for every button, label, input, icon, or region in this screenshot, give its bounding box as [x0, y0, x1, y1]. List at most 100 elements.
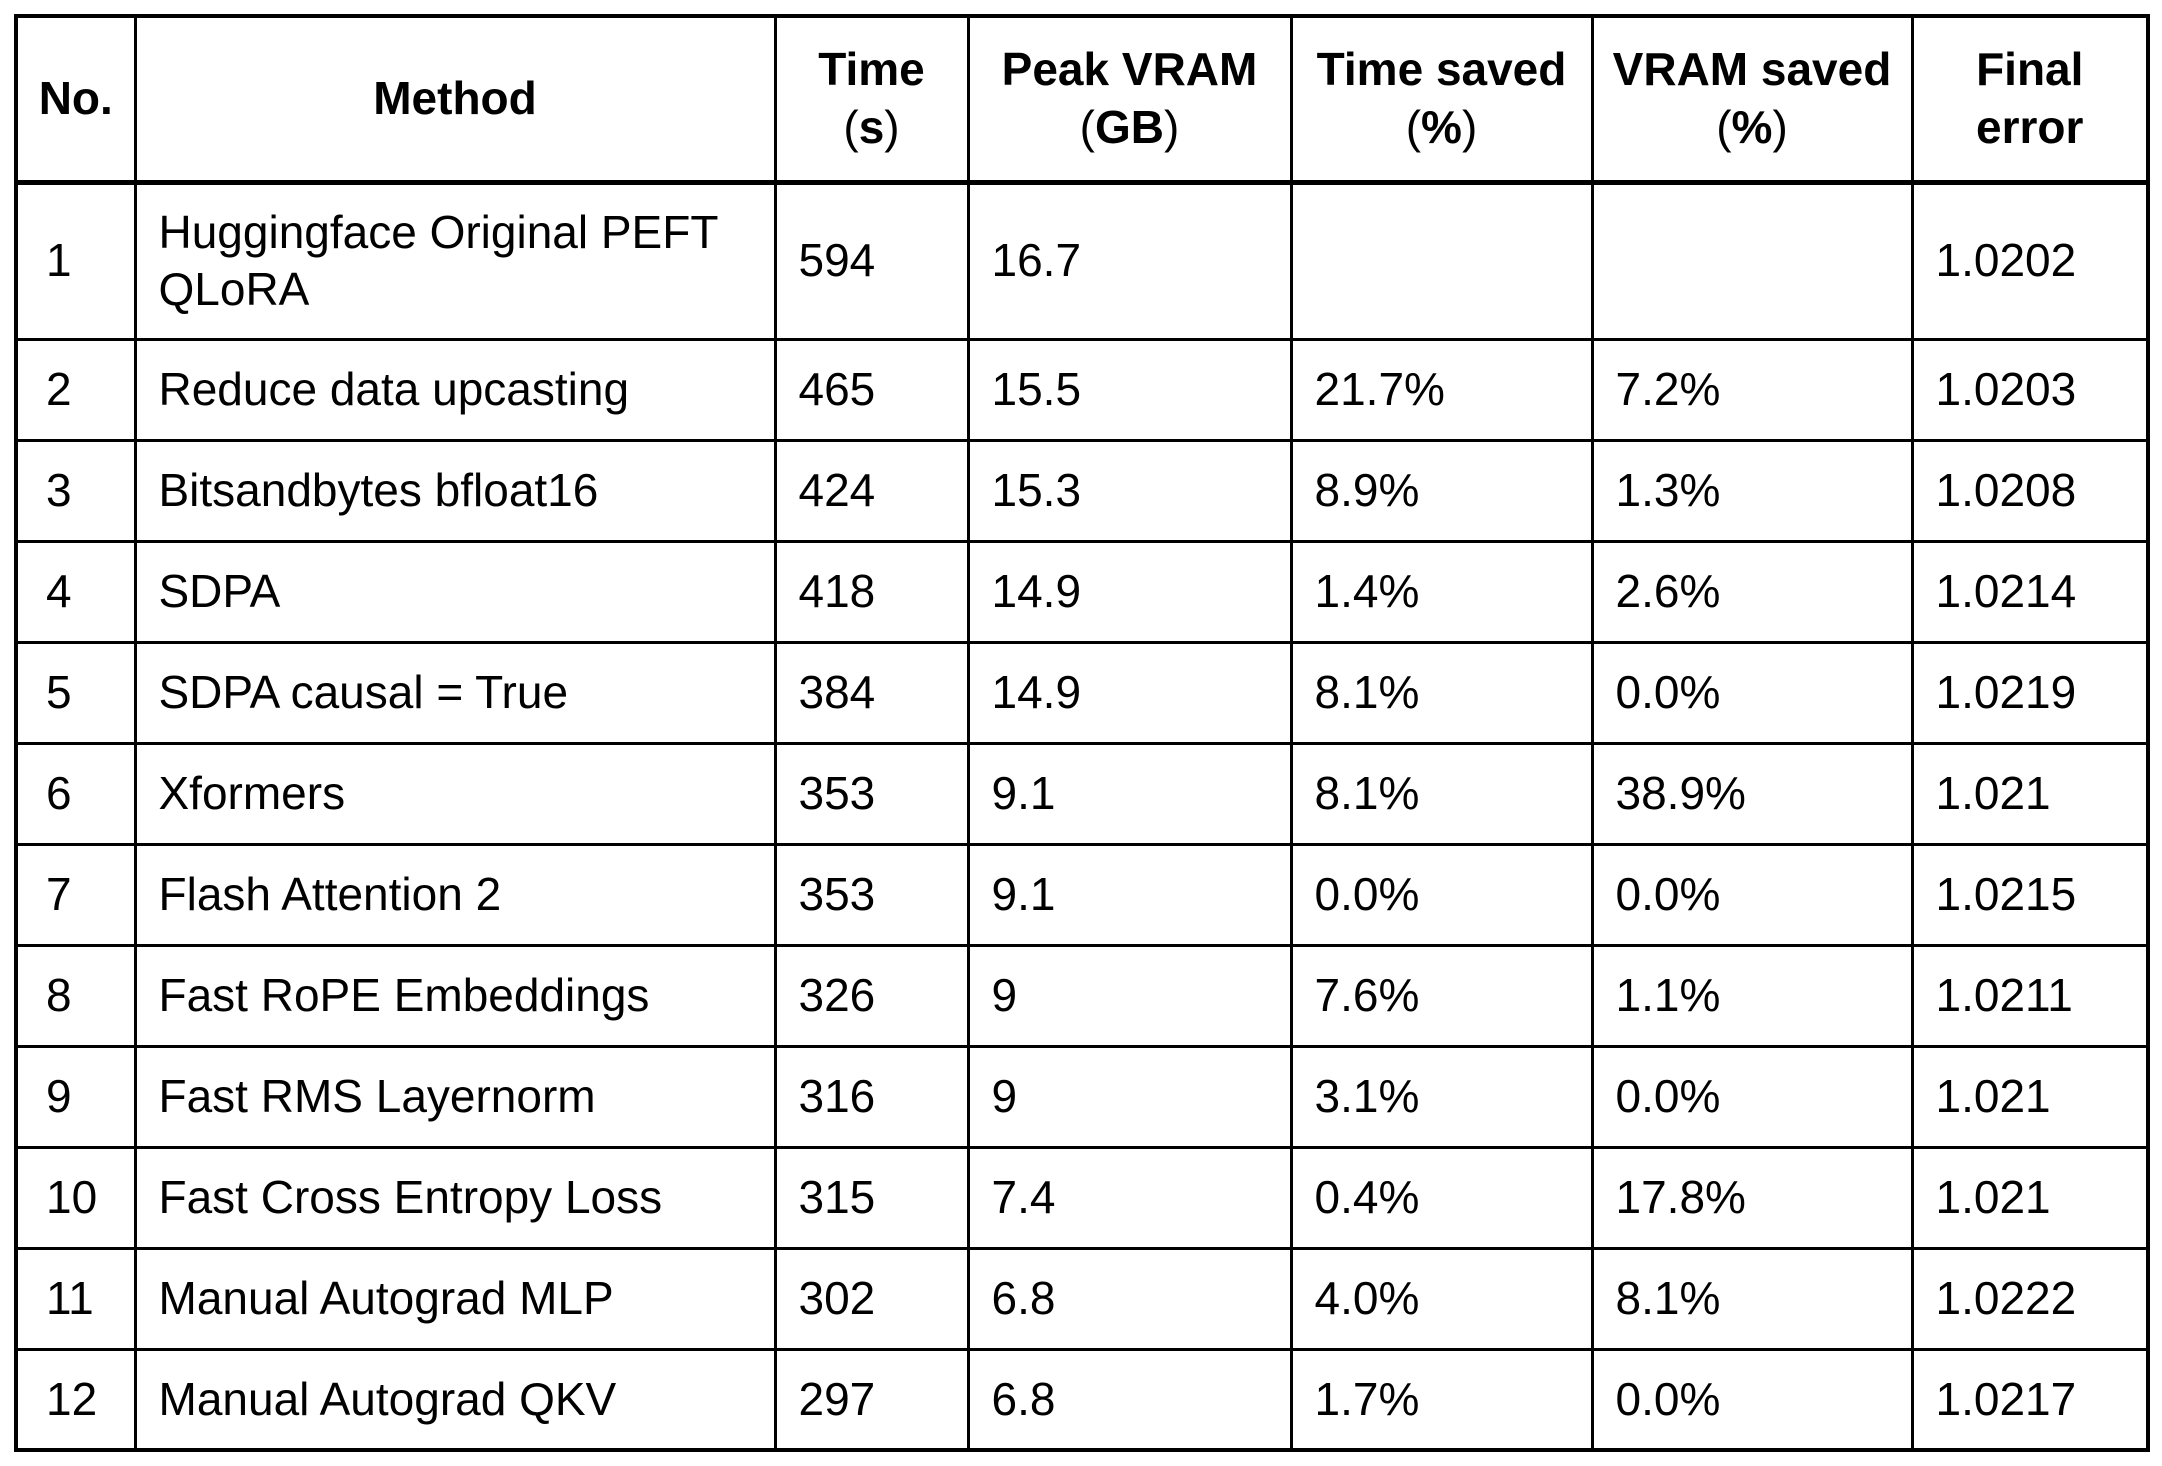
- cell-time_s: 326: [773, 943, 970, 1048]
- column-header-no: No.: [14, 14, 137, 185]
- table-row: 7 Flash Attention 2 353 9.1 0.0% 0.0% 1.0215: [14, 842, 2150, 947]
- cell-peak_vram_gb: 7.4: [966, 1145, 1293, 1250]
- cell-no: 8: [14, 943, 137, 1048]
- column-header-time_s: Time (s): [773, 14, 970, 185]
- unit-text: s: [858, 100, 885, 153]
- cell-peak_vram_gb: 14.9: [966, 640, 1293, 745]
- table-row: 11 Manual Autograd MLP 302 6.8 4.0% 8.1% 1.022…: [14, 1246, 2150, 1351]
- cell-method: Reduce data upcasting: [133, 337, 777, 442]
- cell-final_error: 1.0202: [1910, 180, 2150, 341]
- cell-vram_saved_pct: 7.2%: [1590, 337, 1914, 442]
- cell-final_error: 1.0203: [1910, 337, 2150, 442]
- benchmark-table: No. Method Time (s) Peak VRAM (GB) Time saved(…: [14, 14, 2150, 1452]
- cell-no: 2: [14, 337, 137, 442]
- cell-peak_vram_gb: 14.9: [966, 539, 1293, 644]
- table-row: 1 Huggingface Original PEFT QLoRA 594 16.7 1…: [14, 180, 2150, 341]
- cell-final_error: 1.0215: [1910, 842, 2150, 947]
- table-row: 2 Reduce data upcasting 465 15.5 21.7% 7.2% 1.…: [14, 337, 2150, 442]
- cell-time_s: 384: [773, 640, 970, 745]
- cell-time_s: 594: [773, 180, 970, 341]
- cell-vram_saved_pct: 1.3%: [1590, 438, 1914, 543]
- cell-no: 9: [14, 1044, 137, 1149]
- cell-final_error: 1.021: [1910, 1044, 2150, 1149]
- cell-time_saved_pct: 0.4%: [1289, 1145, 1594, 1250]
- unit-text: GB: [1095, 100, 1164, 153]
- header-row: No. Method Time (s) Peak VRAM (GB) Time saved(…: [14, 14, 2150, 185]
- cell-peak_vram_gb: 9: [966, 943, 1293, 1048]
- cell-time_saved_pct: 1.4%: [1289, 539, 1594, 644]
- cell-time_saved_pct: 8.1%: [1289, 741, 1594, 846]
- cell-time_saved_pct: 7.6%: [1289, 943, 1594, 1048]
- cell-final_error: 1.0214: [1910, 539, 2150, 644]
- table-row: 9 Fast RMS Layernorm 316 9 3.1% 0.0% 1.021: [14, 1044, 2150, 1149]
- cell-no: 12: [14, 1347, 137, 1452]
- unit-text: %: [1421, 100, 1462, 153]
- cell-no: 7: [14, 842, 137, 947]
- cell-method: Manual Autograd MLP: [133, 1246, 777, 1351]
- cell-final_error: 1.0211: [1910, 943, 2150, 1048]
- table-body: 1 Huggingface Original PEFT QLoRA 594 16.7 1…: [14, 180, 2150, 1452]
- cell-time_saved_pct: 4.0%: [1289, 1246, 1594, 1351]
- cell-no: 5: [14, 640, 137, 745]
- cell-time_saved_pct: 8.1%: [1289, 640, 1594, 745]
- cell-no: 3: [14, 438, 137, 543]
- paren-close: ): [1461, 100, 1478, 153]
- cell-peak_vram_gb: 6.8: [966, 1246, 1293, 1351]
- paren-open: (: [1079, 100, 1095, 153]
- cell-time_s: 353: [773, 741, 970, 846]
- table-row: 10 Fast Cross Entropy Loss 315 7.4 0.4% 17.8%…: [14, 1145, 2150, 1250]
- cell-method: SDPA: [133, 539, 777, 644]
- column-header-unit: (%): [1301, 99, 1583, 157]
- cell-vram_saved_pct: 8.1%: [1590, 1246, 1914, 1351]
- column-header-final_error: Final error: [1910, 14, 2150, 185]
- column-header-unit: (s): [785, 99, 959, 157]
- cell-final_error: 1.0217: [1910, 1347, 2150, 1452]
- cell-method: Huggingface Original PEFT QLoRA: [133, 180, 777, 341]
- column-header-unit: (GB): [978, 99, 1282, 157]
- column-header-method: Method: [133, 14, 777, 185]
- cell-time_s: 316: [773, 1044, 970, 1149]
- cell-peak_vram_gb: 9: [966, 1044, 1293, 1149]
- cell-method: Fast RMS Layernorm: [133, 1044, 777, 1149]
- column-header-label: Time: [818, 42, 925, 95]
- cell-peak_vram_gb: 9.1: [966, 842, 1293, 947]
- cell-vram_saved_pct: 17.8%: [1590, 1145, 1914, 1250]
- cell-time_s: 297: [773, 1347, 970, 1452]
- column-header-label: Final error: [1976, 42, 2084, 153]
- column-header-vram_saved_pct: VRAM saved (%): [1590, 14, 1914, 185]
- cell-final_error: 1.0222: [1910, 1246, 2150, 1351]
- cell-vram_saved_pct: 1.1%: [1590, 943, 1914, 1048]
- unit-text: %: [1731, 100, 1773, 153]
- cell-time_saved_pct: 1.7%: [1289, 1347, 1594, 1452]
- cell-time_s: 424: [773, 438, 970, 543]
- cell-peak_vram_gb: 6.8: [966, 1347, 1293, 1452]
- table-row: 5 SDPA causal = True 384 14.9 8.1% 0.0% 1.0219: [14, 640, 2150, 745]
- table-row: 12 Manual Autograd QKV 297 6.8 1.7% 0.0% 1.021…: [14, 1347, 2150, 1452]
- paren-open: (: [1405, 100, 1422, 153]
- cell-time_s: 465: [773, 337, 970, 442]
- cell-vram_saved_pct: 0.0%: [1590, 1347, 1914, 1452]
- paren-open: (: [843, 100, 859, 153]
- cell-time_s: 353: [773, 842, 970, 947]
- paren-open: (: [1716, 100, 1732, 153]
- cell-no: 10: [14, 1145, 137, 1250]
- cell-vram_saved_pct: 0.0%: [1590, 842, 1914, 947]
- column-header-unit: (%): [1602, 99, 1903, 157]
- cell-peak_vram_gb: 15.5: [966, 337, 1293, 442]
- cell-method: Bitsandbytes bfloat16: [133, 438, 777, 543]
- cell-final_error: 1.021: [1910, 741, 2150, 846]
- cell-peak_vram_gb: 15.3: [966, 438, 1293, 543]
- column-header-label: VRAM saved: [1612, 42, 1892, 95]
- cell-vram_saved_pct: 38.9%: [1590, 741, 1914, 846]
- cell-vram_saved_pct: 2.6%: [1590, 539, 1914, 644]
- cell-no: 6: [14, 741, 137, 846]
- cell-final_error: 1.0208: [1910, 438, 2150, 543]
- cell-time_saved_pct: 0.0%: [1289, 842, 1594, 947]
- cell-no: 11: [14, 1246, 137, 1351]
- cell-final_error: 1.0219: [1910, 640, 2150, 745]
- cell-no: 1: [14, 180, 137, 341]
- cell-method: SDPA causal = True: [133, 640, 777, 745]
- table-row: 3 Bitsandbytes bfloat16 424 15.3 8.9% 1.3% 1.0…: [14, 438, 2150, 543]
- table-row: 8 Fast RoPE Embeddings 326 9 7.6% 1.1% 1.0211: [14, 943, 2150, 1048]
- cell-method: Fast Cross Entropy Loss: [133, 1145, 777, 1250]
